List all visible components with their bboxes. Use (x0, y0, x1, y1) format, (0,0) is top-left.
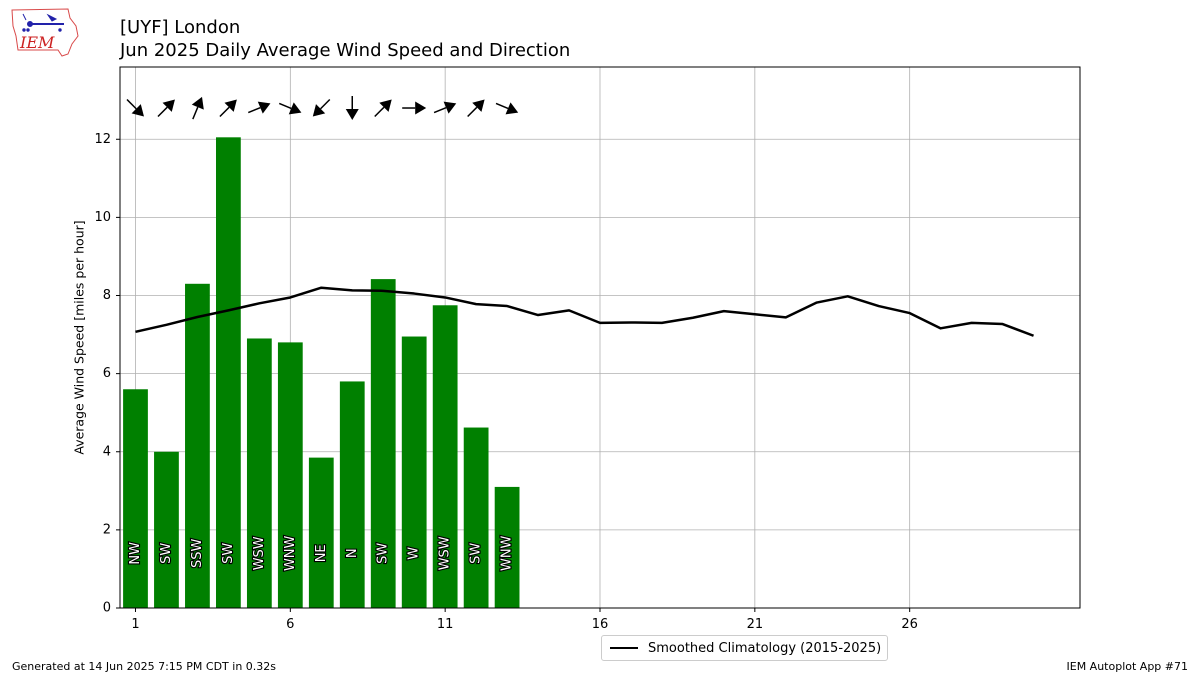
wind-arrow-icon (402, 101, 427, 115)
wind-arrow-head (257, 101, 271, 114)
y-tick-label: 2 (103, 522, 111, 537)
direction-labels: NW SW SSW SW WSW WNW NE N SW W WSW SW WNW (127, 534, 516, 572)
direction-arrows (126, 96, 519, 121)
wind-arrow-head (443, 101, 457, 114)
wind-arrow-shaft (433, 106, 447, 114)
bar-day-11 (432, 305, 458, 608)
legend-line-swatch (610, 647, 638, 649)
wind-arrow-icon (247, 101, 271, 114)
bar-day-13 (494, 486, 520, 608)
y-tick-label: 10 (94, 210, 111, 225)
x-tick-label: 11 (437, 617, 454, 632)
bar-day-6 (277, 342, 303, 608)
app-id: IEM Autoplot App #71 (1066, 660, 1189, 673)
x-tick-label: 6 (286, 617, 294, 632)
bar-day-1 (123, 389, 148, 608)
wind-arrow-icon (467, 99, 485, 118)
y-axis-label: Average Wind Speed [miles per hour] (72, 220, 87, 454)
direction-label: WSW (438, 536, 453, 570)
wind-arrow-head (191, 96, 204, 110)
iowa-outline-icon (11, 8, 79, 57)
wind-arrow-head (288, 102, 302, 115)
x-tick-label: 21 (747, 617, 764, 632)
wind-arrow-shaft (247, 106, 261, 114)
bars (123, 137, 520, 608)
bar-day-4 (216, 137, 241, 608)
wind-arrow-head (379, 99, 392, 112)
wind-arrow-icon (191, 96, 204, 120)
wind-arrow-shaft (320, 98, 331, 110)
direction-label: NE (314, 544, 329, 562)
wind-arrow-icon (219, 99, 237, 118)
weather-station-icon (22, 13, 64, 32)
wind-arrow-shaft (126, 98, 137, 110)
wind-arrow-icon (374, 99, 392, 118)
direction-label: NW (128, 542, 143, 565)
direction-label: SW (221, 543, 236, 564)
x-tick-label: 26 (901, 617, 918, 632)
direction-label: W (407, 547, 422, 560)
bar-day-2 (154, 451, 179, 608)
wind-arrow-head (415, 101, 427, 115)
wind-arrow-head (472, 99, 485, 112)
wind-arrow-icon (278, 102, 302, 115)
bar-day-8 (339, 381, 365, 608)
chart-title-description: Jun 2025 Daily Average Wind Speed and Di… (120, 40, 571, 61)
iem-logo: IEM (11, 8, 79, 57)
x-tick-label: 1 (131, 617, 139, 632)
bar-day-3 (185, 283, 210, 608)
wind-arrow-head (162, 99, 175, 112)
direction-label: SW (469, 543, 484, 564)
y-tick-label: 0 (103, 601, 111, 616)
wind-arrow-icon (433, 101, 457, 114)
bar-day-10 (401, 336, 427, 608)
wind-arrow-head (224, 99, 237, 112)
logo-text: IEM (19, 33, 55, 52)
direction-label: WNW (500, 535, 515, 571)
wind-arrow-shaft (157, 106, 168, 118)
wind-arrow-head (312, 104, 326, 117)
wind-arrow-shaft (278, 102, 292, 110)
legend: Smoothed Climatology (2015-2025) (601, 635, 889, 661)
wind-arrow-head (131, 104, 144, 117)
legend-label: Smoothed Climatology (2015-2025) (648, 640, 882, 656)
direction-label: WNW (283, 535, 298, 571)
wind-arrow-shaft (192, 106, 199, 120)
direction-label: SW (159, 543, 174, 564)
wind-arrow-head (345, 109, 359, 121)
bar-day-5 (246, 338, 272, 608)
y-tick-label: 6 (103, 366, 111, 381)
wind-arrow-icon (345, 96, 359, 121)
y-tick-label: 12 (94, 132, 111, 147)
y-tick-label: 8 (103, 288, 111, 303)
bar-day-9 (370, 279, 396, 608)
climatology-series (135, 286, 1034, 337)
wind-arrow-head (505, 102, 519, 115)
wind-arrow-icon (312, 98, 331, 117)
wind-arrow-icon (126, 98, 144, 117)
climatology-line (135, 286, 1034, 337)
wind-arrow-shaft (374, 106, 385, 118)
direction-label: N (345, 548, 360, 558)
wind-arrow-shaft (467, 106, 478, 118)
wind-arrow-icon (495, 102, 519, 115)
wind-arrow-shaft (495, 102, 509, 110)
wind-arrow-icon (157, 99, 175, 118)
direction-label: SW (376, 543, 391, 564)
direction-label: SSW (190, 538, 205, 568)
generated-timestamp: Generated at 14 Jun 2025 7:15 PM CDT in … (12, 660, 277, 673)
direction-label: WSW (252, 536, 267, 570)
wind-arrow-shaft (219, 106, 230, 118)
bar-day-12 (463, 427, 489, 608)
chart-title-station: [UYF] London (120, 17, 241, 38)
bar-day-7 (308, 457, 334, 608)
x-tick-label: 16 (592, 617, 609, 632)
y-tick-label: 4 (103, 444, 111, 459)
